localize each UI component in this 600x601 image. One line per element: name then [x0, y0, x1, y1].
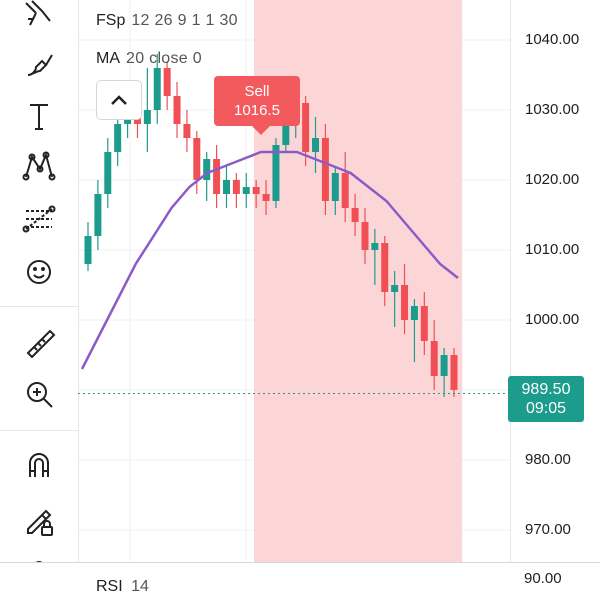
bar-countdown: 09:05: [525, 400, 567, 417]
candle-body: [331, 173, 339, 201]
candle-body: [381, 243, 389, 292]
candle-body: [104, 152, 112, 194]
symbol-name: FSp: [96, 12, 126, 29]
candle-body: [173, 96, 181, 124]
candle-body: [222, 180, 230, 194]
toolbar-divider: [0, 430, 78, 431]
candle-body: [450, 355, 458, 390]
ruler-icon[interactable]: [14, 322, 64, 362]
price-axis-label: 1030.00: [525, 101, 580, 118]
candle-body: [440, 355, 448, 376]
chevron-up-icon: [111, 95, 127, 105]
candle-body: [401, 285, 409, 320]
text-icon[interactable]: [14, 96, 64, 136]
drawing-toolbar: [0, 0, 79, 600]
cursor-tool-icon[interactable]: [14, 0, 64, 34]
candle-body: [203, 159, 211, 180]
price-axis-label: 980.00: [525, 451, 571, 468]
last-price-value: 989.50: [521, 381, 571, 398]
candle-body: [312, 138, 320, 152]
price-axis-label: 1040.00: [525, 31, 580, 48]
candle-body: [282, 124, 290, 145]
candle-body: [163, 68, 171, 96]
candle-body: [114, 124, 122, 152]
candle-body: [143, 110, 151, 124]
emoji-icon[interactable]: [14, 252, 64, 292]
price-axis-label: 1020.00: [525, 171, 580, 188]
candle-body: [242, 187, 250, 194]
candle-body: [361, 222, 369, 250]
last-price-badge: 989.50 09:05: [508, 376, 584, 422]
candle-body: [302, 103, 310, 152]
price-axis[interactable]: 1040.00 1030.00 1020.00 1010.00 1000.00 …: [510, 0, 600, 562]
fib-retracement-icon[interactable]: [14, 200, 64, 240]
price-axis-label: 1000.00: [525, 311, 580, 328]
toolbar-divider: [0, 306, 78, 307]
candle-body: [232, 180, 240, 194]
ma-legend[interactable]: MA 20 close 0: [96, 50, 202, 68]
lock-drawing-icon[interactable]: [14, 500, 64, 540]
price-axis-label: 1010.00: [525, 241, 580, 258]
rsi-name: RSI: [96, 578, 123, 595]
ma-params: 20 close 0: [126, 50, 202, 67]
moving-average-line: [80, 150, 459, 370]
candle-body: [272, 145, 280, 201]
rsi-legend[interactable]: RSI 14: [96, 578, 149, 596]
candle-body: [252, 187, 260, 194]
candle-body: [94, 194, 102, 236]
candle-body: [430, 341, 438, 376]
candle-body: [341, 173, 349, 208]
magnet-icon[interactable]: [14, 446, 64, 486]
candle-body: [371, 243, 379, 250]
rsi-pane[interactable]: [0, 562, 600, 601]
symbol-legend[interactable]: FSp 12 26 9 1 1 30: [96, 12, 238, 30]
candle-body: [262, 194, 270, 201]
rsi-period: 14: [131, 578, 149, 595]
candle-body: [183, 124, 191, 138]
price-axis-label: 970.00: [525, 521, 571, 538]
symbol-params: 12 26 9 1 1 30: [131, 12, 238, 29]
rsi-axis-label: 90.00: [524, 570, 562, 587]
sell-price: 1016.5: [234, 102, 280, 119]
candle-body: [391, 285, 399, 292]
sell-label: Sell: [244, 83, 270, 100]
ma-name: MA: [96, 50, 120, 67]
candle-body: [153, 68, 161, 110]
candle-body: [351, 208, 359, 222]
pattern-icon[interactable]: [14, 146, 64, 186]
candle-body: [410, 306, 418, 320]
collapse-legend-button[interactable]: [96, 80, 142, 120]
candle-body: [420, 306, 428, 341]
candle-body: [213, 159, 221, 194]
zoom-in-icon[interactable]: [14, 374, 64, 414]
candle-body: [193, 138, 201, 180]
candle-body: [321, 138, 329, 201]
candle-body: [84, 236, 92, 264]
brush-icon[interactable]: [14, 44, 64, 84]
sell-order-tag[interactable]: Sell 1016.5: [214, 76, 300, 135]
